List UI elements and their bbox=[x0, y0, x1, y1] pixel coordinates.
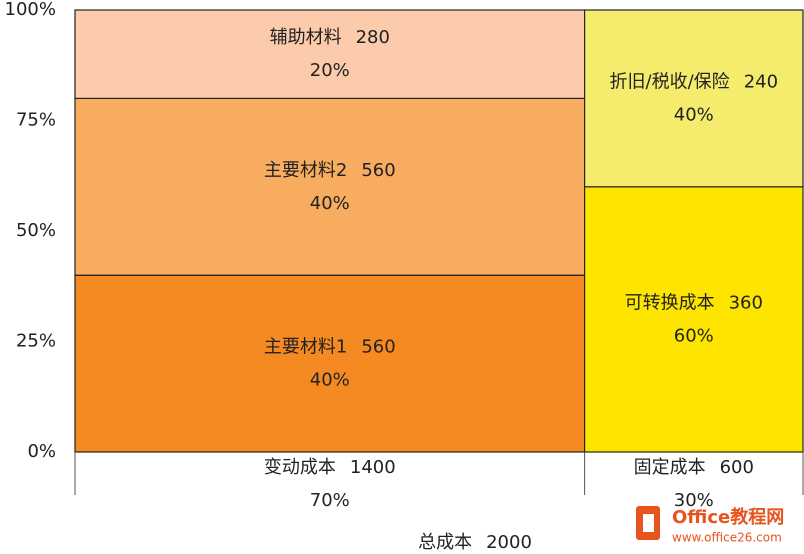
label: 辅助材料 280 bbox=[270, 27, 390, 48]
y-tick-label: 0% bbox=[27, 441, 56, 462]
label-value: 560 bbox=[361, 337, 395, 358]
label-name: 主要材料1 bbox=[264, 337, 347, 358]
y-tick-label: 100% bbox=[5, 0, 56, 20]
label-value: 240 bbox=[744, 71, 778, 92]
label-name: 变动成本 bbox=[264, 457, 336, 478]
segment bbox=[74, 9, 586, 100]
label-value: 600 bbox=[720, 457, 754, 478]
total-name: 总成本 bbox=[418, 532, 472, 553]
label-name: 折旧/税收/保险 bbox=[610, 71, 730, 92]
label-share: 60% bbox=[674, 325, 714, 346]
label: 折旧/税收/保险 240 bbox=[610, 71, 779, 92]
y-tick-label: 50% bbox=[16, 220, 56, 241]
label-value: 360 bbox=[729, 292, 763, 313]
label-share: 40% bbox=[310, 370, 350, 391]
label-share: 30% bbox=[674, 490, 714, 511]
segment bbox=[74, 274, 586, 453]
segment bbox=[74, 97, 586, 276]
label-name: 可转换成本 bbox=[625, 292, 715, 313]
label-name: 主要材料2 bbox=[264, 160, 347, 181]
segment bbox=[583, 9, 804, 188]
watermark-icon-inner bbox=[643, 514, 654, 532]
watermark-url: www.office26.com bbox=[672, 531, 782, 545]
y-tick-label: 75% bbox=[16, 110, 56, 131]
label: 固定成本 600 bbox=[634, 457, 754, 478]
label-share: 20% bbox=[310, 60, 350, 81]
y-tick-label: 25% bbox=[16, 331, 56, 352]
label: 可转换成本 360 bbox=[625, 292, 763, 313]
label-share: 70% bbox=[310, 490, 350, 511]
segment bbox=[583, 186, 804, 453]
total-label: 总成本 2000 bbox=[418, 532, 532, 553]
label: 主要材料2 560 bbox=[264, 160, 396, 181]
label-value: 560 bbox=[361, 160, 395, 181]
label-value: 1400 bbox=[350, 457, 396, 478]
label-share: 40% bbox=[310, 193, 350, 214]
watermark-title: Office教程网 bbox=[672, 506, 784, 528]
label: 主要材料1 560 bbox=[264, 337, 396, 358]
label: 变动成本 1400 bbox=[264, 457, 396, 478]
label-name: 辅助材料 bbox=[270, 27, 342, 48]
label-share: 40% bbox=[674, 104, 714, 125]
label-value: 280 bbox=[356, 27, 390, 48]
total-value: 2000 bbox=[486, 532, 532, 553]
watermark: Office教程网 www.office26.com bbox=[636, 506, 784, 545]
label-name: 固定成本 bbox=[634, 457, 706, 478]
